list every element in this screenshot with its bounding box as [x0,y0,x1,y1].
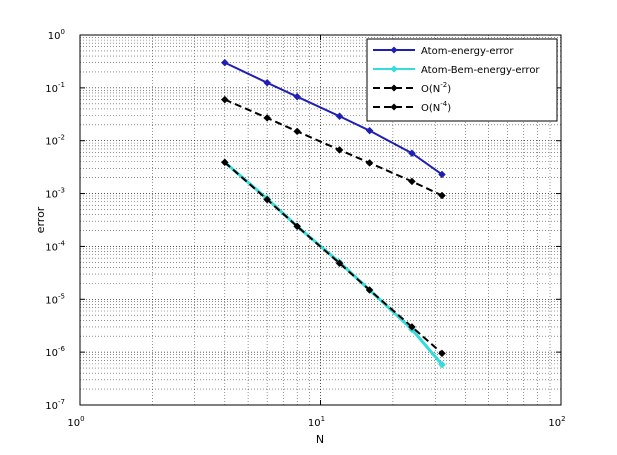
data-point [335,112,344,121]
data-point [408,177,416,186]
y-tick-label-exponent: 0 [61,28,65,36]
legend: Atom-energy-error Atom-Bem-energy-error O(… [366,38,558,122]
data-point [293,127,302,136]
y-tick-label-exponent: -1 [58,81,65,89]
data-point [438,360,446,369]
legend-label-tail: ) [447,84,451,95]
x-tick-label-exponent: 1 [321,415,325,423]
data-point [263,78,271,87]
legend-label: Atom-Bem-energy-error [421,65,540,76]
legend-label-tail: ) [447,103,451,114]
legend-swatch-marker [390,84,398,92]
legend-label-exponent: -4 [440,100,448,108]
data-point [335,146,344,154]
data-point [220,58,229,67]
legend-label: Atom-energy-error [421,46,514,57]
data-point [438,170,446,179]
y-axis-label: error [34,206,47,233]
series-3 [220,158,446,358]
data-point [220,95,229,104]
legend-swatch-marker [390,65,398,73]
x-tick-label-exponent: 2 [561,415,565,423]
data-point [408,149,416,158]
data-point [220,158,229,167]
data-point [263,114,271,122]
data-point [438,191,446,200]
series-2 [220,95,446,200]
legend-label: O(N-4) [421,100,451,114]
data-point [438,349,446,358]
x-tick-label-exponent: 0 [80,415,84,423]
x-axis-label: N [316,433,324,446]
legend-label-exponent: -2 [440,81,447,89]
data-point [408,323,416,331]
y-tick-label-exponent: -7 [58,398,65,406]
data-point [365,286,374,294]
legend-label: O(N-2) [421,81,451,95]
y-tick-label-exponent: -5 [58,292,65,300]
y-tick-label-exponent: -3 [58,187,65,195]
data-point [263,195,271,204]
series-0 [220,58,446,179]
y-tick-label-exponent: -6 [58,345,66,353]
data-point [293,222,302,231]
data-point [365,159,374,167]
data-point [293,92,302,101]
y-tick-label-exponent: -2 [58,134,65,142]
legend-swatch-marker [390,46,398,54]
series-layer [220,58,446,369]
data-point [365,126,374,135]
legend-swatch-marker [390,103,398,111]
data-point [335,259,344,268]
y-tick-label-exponent: -4 [58,239,66,247]
